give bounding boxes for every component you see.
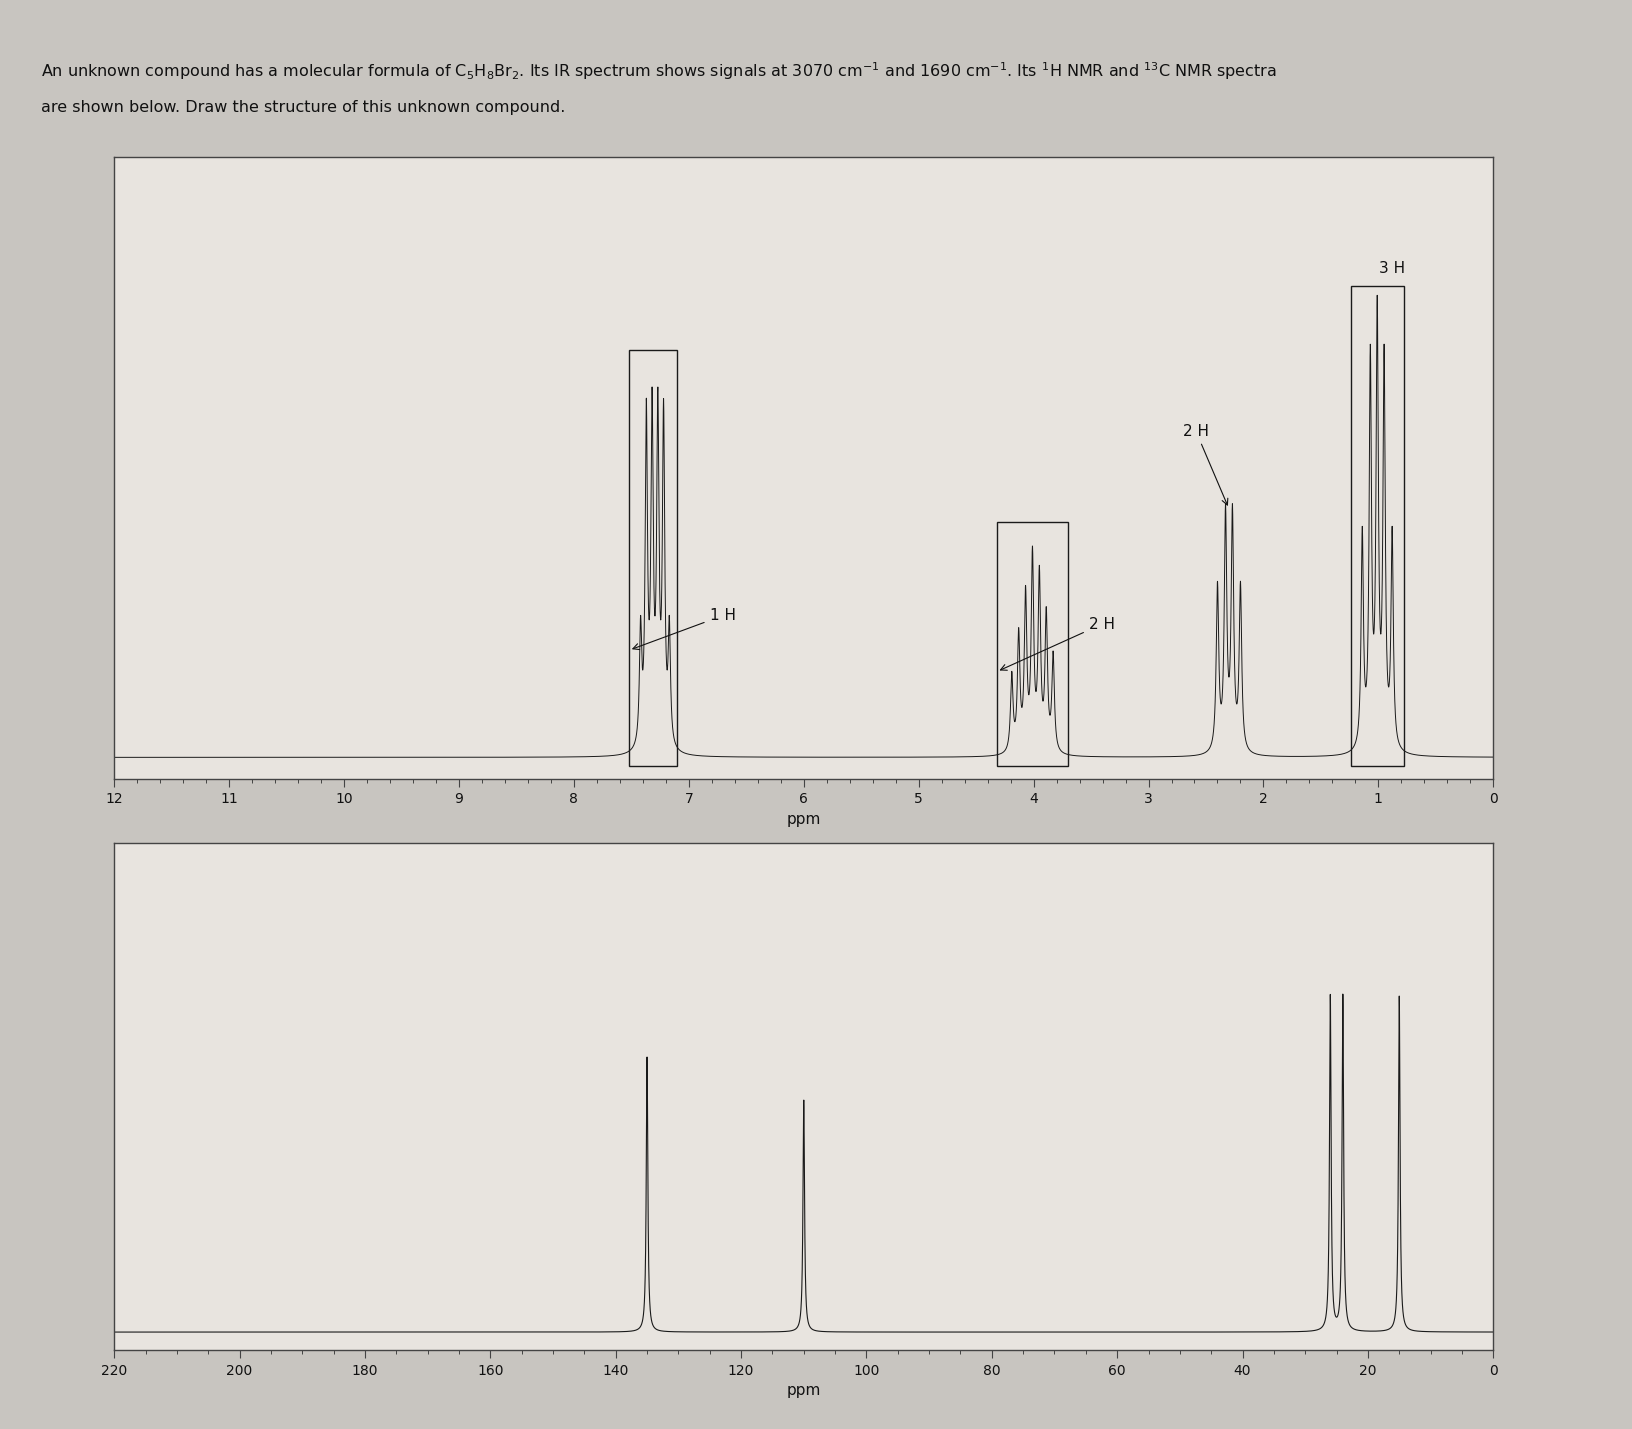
- Text: are shown below. Draw the structure of this unknown compound.: are shown below. Draw the structure of t…: [41, 100, 565, 114]
- Text: An unknown compound has a molecular formula of C$_5$H$_8$Br$_2$. Its IR spectrum: An unknown compound has a molecular form…: [41, 60, 1276, 81]
- Text: 2 H: 2 H: [1000, 617, 1115, 670]
- Text: 3 H: 3 H: [1379, 262, 1405, 276]
- X-axis label: ppm: ppm: [787, 1383, 821, 1398]
- Text: 2 H: 2 H: [1183, 424, 1227, 504]
- X-axis label: ppm: ppm: [787, 812, 821, 826]
- Bar: [628, 350, 677, 766]
- Bar: [997, 522, 1067, 766]
- Text: 1 H: 1 H: [633, 609, 736, 650]
- Bar: [1351, 286, 1404, 766]
